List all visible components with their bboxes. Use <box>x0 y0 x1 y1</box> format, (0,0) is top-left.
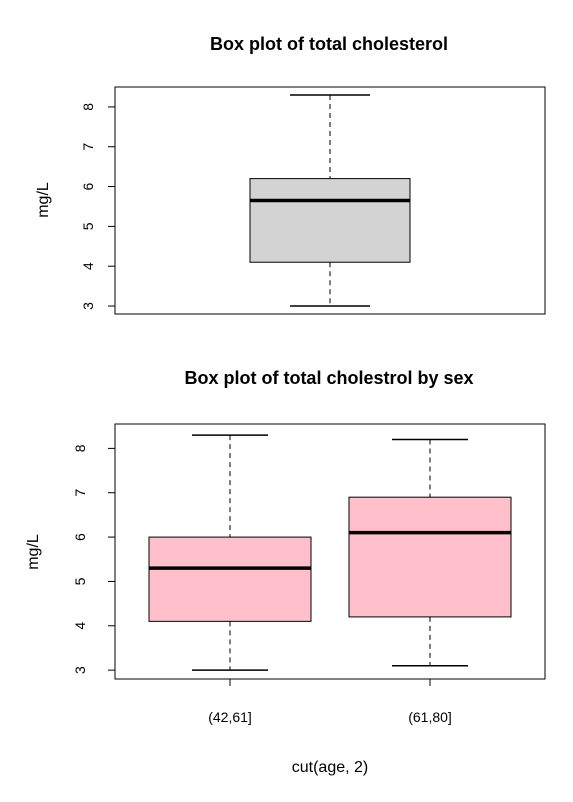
iqr-box <box>249 178 411 263</box>
chart-1: Box plot of total cholesterol mg/L 3 4 5 6 7… <box>35 34 546 315</box>
chart-2-x-axis-label: cut(age, 2) <box>292 759 368 776</box>
chart-1-y-tick-label: 7 <box>80 143 96 151</box>
chart-2-y-axis-label: mg/L <box>25 534 42 570</box>
chart-2-x-tick-label: (42,61] <box>208 709 252 725</box>
chart-2-y-tick-label: 3 <box>72 666 88 674</box>
chart-1-y-tick-label: 8 <box>80 103 96 111</box>
chart-1-box-1 <box>249 94 411 307</box>
chart-2-y-tick-label: 4 <box>72 622 88 630</box>
chart-1-plot-frame <box>114 86 546 315</box>
chart-2-y-tick-label: 8 <box>72 444 88 452</box>
chart-2-plot-frame <box>114 423 546 680</box>
chart-2-title: Box plot of total cholestrol by sex <box>184 368 473 388</box>
chart-2-box-2 <box>348 438 512 667</box>
chart-1-title: Box plot of total cholesterol <box>210 34 448 54</box>
chart-2-y-axis: 3 4 5 6 7 8 <box>72 444 115 674</box>
chart-2-y-tick-label: 5 <box>72 577 88 585</box>
chart-1-y-axis-label: mg/L <box>35 182 52 218</box>
chart-2: Box plot of total cholestrol by sex mg/L… <box>25 368 546 776</box>
chart-2-box-1 <box>148 434 312 671</box>
chart-2-y-tick-label: 6 <box>72 533 88 541</box>
chart-2-x-tick-label: (61,80] <box>408 709 452 725</box>
chart-1-y-tick-label: 4 <box>80 262 96 270</box>
iqr-box <box>348 496 512 618</box>
chart-2-y-tick-label: 7 <box>72 489 88 497</box>
iqr-box <box>148 536 312 622</box>
chart-1-boxes <box>249 94 411 307</box>
chart-1-y-tick-label: 5 <box>80 222 96 230</box>
chart-1-y-tick-label: 6 <box>80 182 96 190</box>
chart-1-y-tick-label: 3 <box>80 302 96 310</box>
chart-2-x-axis: (42,61] (61,80] <box>208 679 452 725</box>
chart-2-boxes <box>148 434 512 671</box>
chart-1-y-axis: 3 4 5 6 7 8 <box>80 103 115 310</box>
